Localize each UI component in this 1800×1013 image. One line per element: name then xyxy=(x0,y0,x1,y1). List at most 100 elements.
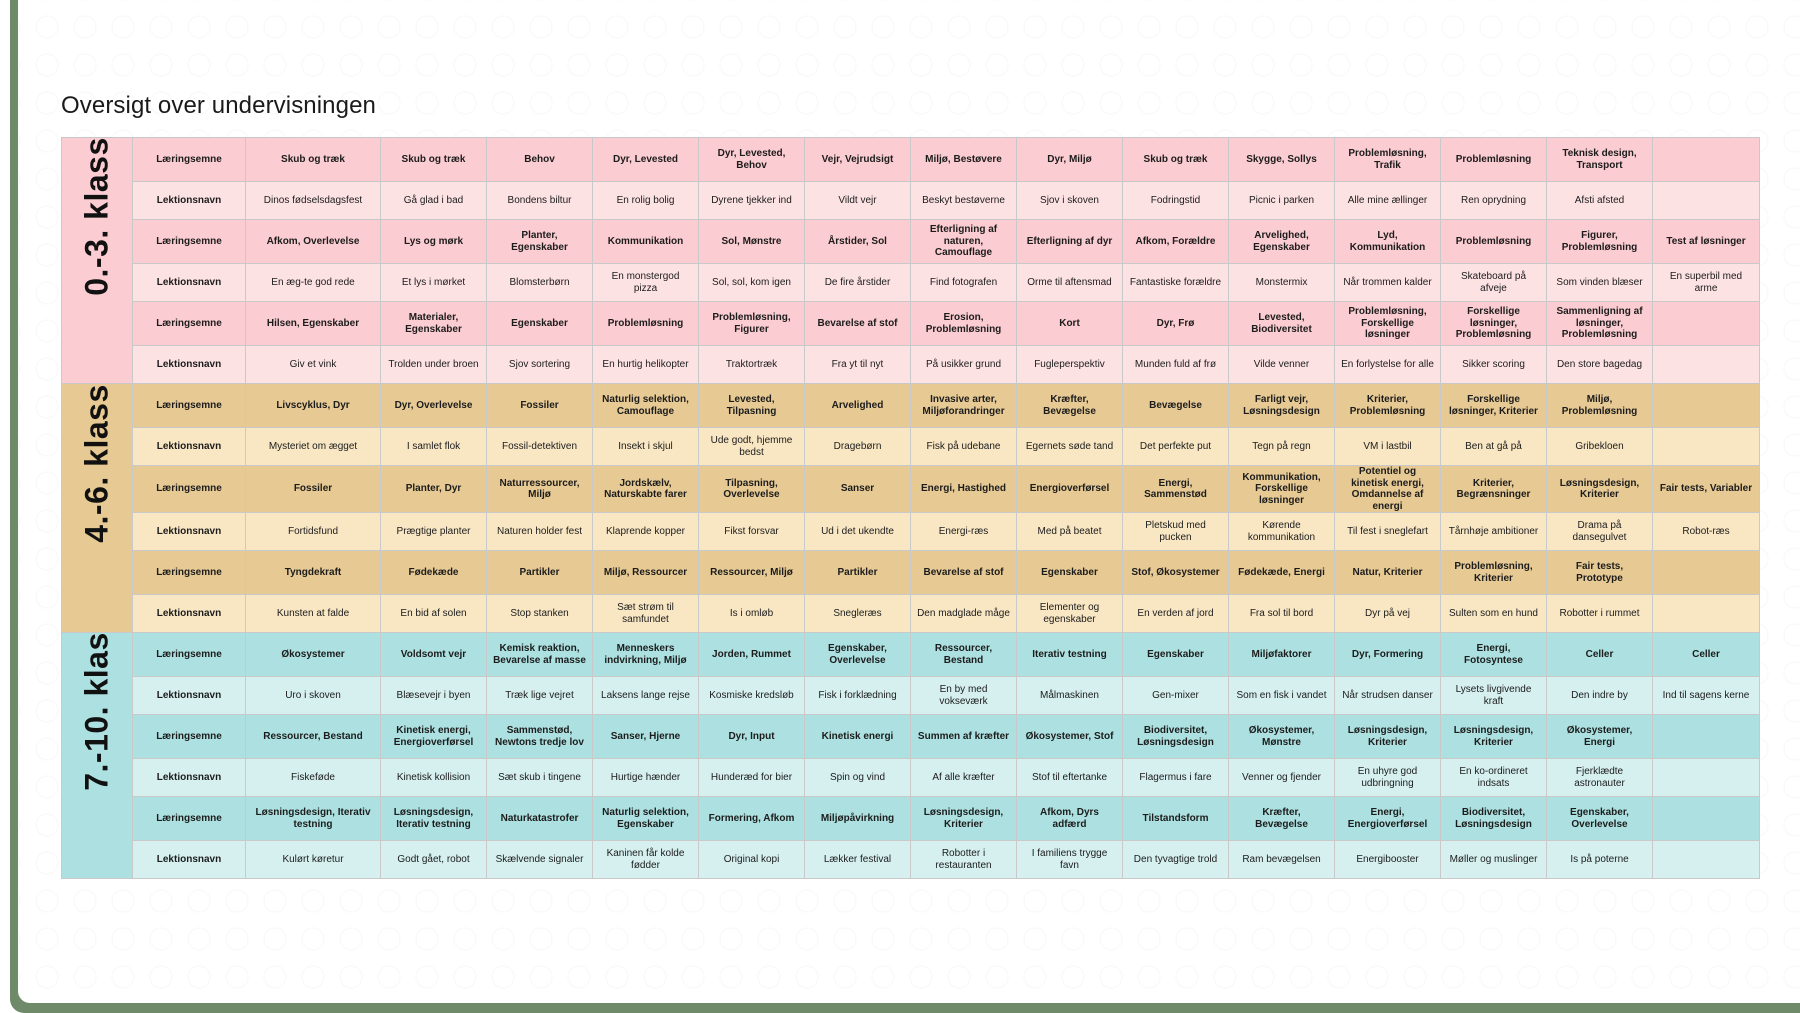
topic-cell: Naturlig selektion, Camouflage xyxy=(592,383,699,428)
lesson-cell: Stop stanken xyxy=(486,594,593,633)
lesson-cell: Robot-ræs xyxy=(1652,512,1760,551)
topic-cell: Iterativ testning xyxy=(1016,632,1123,677)
topic-cell: Skub og træk xyxy=(380,137,487,182)
topic-cell: Kræfter, Bevægelse xyxy=(1016,383,1123,428)
topic-cell: Energi, Sammenstød xyxy=(1122,465,1229,513)
lesson-cell: Uro i skoven xyxy=(245,676,381,715)
lesson-cell: Fantastiske forældre xyxy=(1122,263,1229,302)
topic-cell: Biodiversitet, Løsningsdesign xyxy=(1122,714,1229,759)
lesson-cell: Ren oprydning xyxy=(1440,181,1547,220)
lesson-cell: Alle mine ællinger xyxy=(1334,181,1441,220)
topic-cell: Levested, Biodiversitet xyxy=(1228,301,1335,346)
lesson-cell: Fikst forsvar xyxy=(698,512,805,551)
topic-cell: Problemløsning, Figurer xyxy=(698,301,805,346)
lesson-cell: Find fotografen xyxy=(910,263,1017,302)
topic-cell: Afkom, Overlevelse xyxy=(245,219,381,264)
lesson-cell: Kulørt køretur xyxy=(245,840,381,879)
lesson-cell: I familiens trygge favn xyxy=(1016,840,1123,879)
row-label: Lektionsnavn xyxy=(132,676,246,715)
topic-cell: Problemløsning xyxy=(592,301,699,346)
lesson-cell: Sæt skub i tingene xyxy=(486,758,593,797)
topic-cell: Jordskælv, Naturskabte farer xyxy=(592,465,699,513)
page-title: Oversigt over undervisningen xyxy=(61,92,376,120)
topic-cell: Årstider, Sol xyxy=(804,219,911,264)
curriculum-table: 0.-3. klasse Læringsemne Skub og træk Skub … xyxy=(61,137,1760,879)
grade-label: 0.-3. klasse xyxy=(78,137,115,296)
topic-cell: Dyr, Levested, Behov xyxy=(698,137,805,182)
lesson-cell: Fisk i forklædning xyxy=(804,676,911,715)
lesson-cell: Kunsten at falde xyxy=(245,594,381,633)
lesson-cell: Sjov i skoven xyxy=(1016,181,1123,220)
lesson-cell: Ram bevægelsen xyxy=(1228,840,1335,879)
topic-cell: Kommunikation, Forskellige løsninger xyxy=(1228,465,1335,513)
lesson-cell: Fossil-detektiven xyxy=(486,427,593,466)
topic-cell: Stof, Økosystemer xyxy=(1122,550,1229,595)
row-label: Læringsemne xyxy=(132,137,246,182)
topic-cell: Miljøfaktorer xyxy=(1228,632,1335,677)
topic-cell: Sanser xyxy=(804,465,911,513)
topic-cell: Potentiel og kinetisk energi, Omdannelse… xyxy=(1334,465,1441,513)
lesson-cell: Venner og fjender xyxy=(1228,758,1335,797)
topic-cell: Problemløsning xyxy=(1440,219,1547,264)
lesson-cell: Energibooster xyxy=(1334,840,1441,879)
topic-cell: Miljø, Ressourcer xyxy=(592,550,699,595)
lesson-cell: Når trommen kalder xyxy=(1334,263,1441,302)
lesson-cell: En by med vokseværk xyxy=(910,676,1017,715)
lesson-cell: Picnic i parken xyxy=(1228,181,1335,220)
topic-cell xyxy=(1652,714,1760,759)
lesson-cell: Ud i det ukendte xyxy=(804,512,911,551)
topic-cell: Levested, Tilpasning xyxy=(698,383,805,428)
row-label: Læringsemne xyxy=(132,550,246,595)
lesson-cell: Sikker scoring xyxy=(1440,345,1547,384)
topic-cell xyxy=(1652,383,1760,428)
lesson-cell: Pletskud med pucken xyxy=(1122,512,1229,551)
topic-row: Læringsemne Tyngdekraft Fødekæde Partikler M… xyxy=(62,550,1760,595)
lesson-cell: I samlet flok xyxy=(380,427,487,466)
topic-cell: Ressourcer, Bestand xyxy=(910,632,1017,677)
topic-cell: Farligt vejr, Løsningsdesign xyxy=(1228,383,1335,428)
topic-cell: Egenskaber xyxy=(1122,632,1229,677)
lesson-cell: Is på poterne xyxy=(1546,840,1653,879)
lesson-cell xyxy=(1652,758,1760,797)
grade-label-cell: 4.-6. klasse xyxy=(61,383,133,633)
lesson-cell: Hurtige hænder xyxy=(592,758,699,797)
topic-row: 0.-3. klasse Læringsemne Skub og træk Skub … xyxy=(61,137,1760,384)
lesson-cell: Original kopi xyxy=(698,840,805,879)
lesson-cell: Den madglade måge xyxy=(910,594,1017,633)
topic-cell xyxy=(1652,301,1760,346)
row-label: Lektionsnavn xyxy=(132,181,246,220)
topic-cell: Problemløsning, Kriterier xyxy=(1440,550,1547,595)
grade-label: 4.-6. klasse xyxy=(78,383,115,544)
lesson-cell: Dyrene tjekker ind xyxy=(698,181,805,220)
lesson-cell: Kørende kommunikation xyxy=(1228,512,1335,551)
lesson-cell: Prægtige planter xyxy=(380,512,487,551)
lesson-row: Lektionsnavn Kulørt køretur Godt gået, rob… xyxy=(62,840,1760,879)
lesson-cell: Til fest i sneglefart xyxy=(1334,512,1441,551)
row-label: Læringsemne xyxy=(132,383,246,428)
lesson-row: Lektionsnavn En æg-te god rede Et lys i mø… xyxy=(62,263,1760,302)
topic-cell: Problemløsning, Trafik xyxy=(1334,137,1441,182)
topic-cell: Partikler xyxy=(804,550,911,595)
topic-cell: Egenskaber, Overlevelse xyxy=(1546,796,1653,841)
topic-cell: Kriterier, Problemløsning xyxy=(1334,383,1441,428)
lesson-cell: Møller og muslinger xyxy=(1440,840,1547,879)
grade-group: 4.-6. klasse Læringsemne Livscyklus, Dyr Dy… xyxy=(61,383,1760,633)
lesson-cell: Målmaskinen xyxy=(1016,676,1123,715)
lesson-cell: Den tyvagtige trold xyxy=(1122,840,1229,879)
lesson-cell xyxy=(1652,427,1760,466)
lesson-cell: Monstermix xyxy=(1228,263,1335,302)
topic-cell: Lys og mørk xyxy=(380,219,487,264)
topic-row: Læringsemne Afkom, Overlevelse Lys og mørk… xyxy=(62,219,1760,264)
topic-cell: Løsningsdesign, Iterativ testning xyxy=(245,796,381,841)
lesson-cell: Bondens biltur xyxy=(486,181,593,220)
lesson-row: Lektionsnavn Giv et vink Trolden under bro… xyxy=(62,345,1760,384)
lesson-cell: Tårnhøje ambitioner xyxy=(1440,512,1547,551)
lesson-cell: Elementer og egenskaber xyxy=(1016,594,1123,633)
topic-cell: Sammenligning af løsninger, Problemløsni… xyxy=(1546,301,1653,346)
topic-cell: Økosystemer, Stof xyxy=(1016,714,1123,759)
row-label: Lektionsnavn xyxy=(132,427,246,466)
topic-row: 4.-6. klasse Læringsemne Livscyklus, Dyr Dy… xyxy=(61,383,1760,633)
topic-cell: Energi, Fotosyntese xyxy=(1440,632,1547,677)
topic-cell: Materialer, Egenskaber xyxy=(380,301,487,346)
topic-cell: Ressourcer, Miljø xyxy=(698,550,805,595)
